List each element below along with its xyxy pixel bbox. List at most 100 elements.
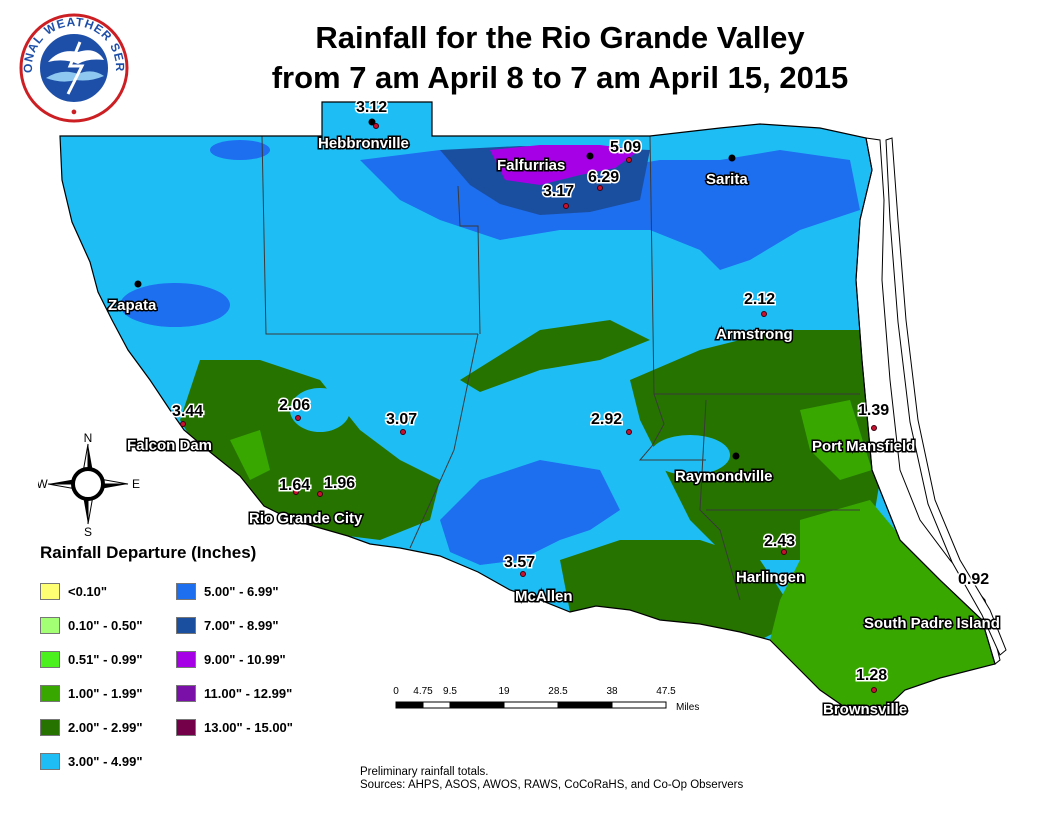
legend-swatch: [40, 752, 60, 770]
gauge-port-mansfield: [871, 425, 877, 431]
place-brownsville: Brownsville: [823, 701, 907, 718]
legend-item: 5.00" - 6.99": [176, 580, 278, 602]
legend-swatch: [40, 616, 60, 634]
value-mcallen: 3.57: [504, 554, 535, 571]
gauge-falcon-dam: [180, 421, 186, 427]
scale-segment: [503, 701, 559, 709]
scale-segment: [395, 701, 424, 709]
legend-label: <0.10": [68, 583, 108, 599]
compass-rose-icon: N S E W: [38, 431, 140, 538]
value-falfurrias-southwest: 3.17: [543, 183, 574, 200]
scale-segment: [422, 701, 451, 709]
legend-swatch: [40, 684, 60, 702]
legend-label: 5.00" - 6.99": [204, 583, 279, 599]
legend-label: 9.00" - 10.99": [204, 651, 286, 667]
gauge-falfurrias-east: [626, 157, 632, 163]
legend-item: 7.00" - 8.99": [176, 614, 278, 636]
legend-label: 0.10" - 0.50": [68, 617, 143, 633]
marker-sarita: [728, 154, 736, 162]
legend-item: 1.00" - 1.99": [40, 682, 142, 704]
legend-item: 3.00" - 4.99": [40, 750, 142, 772]
legend-swatch: [40, 650, 60, 668]
legend-item: <0.10": [40, 580, 107, 602]
source-note: Preliminary rainfall totals. Sources: AH…: [360, 766, 743, 792]
value-port-mansfield: 1.39: [858, 402, 889, 419]
gauge-central-east: [626, 429, 632, 435]
gauge-central-west: [295, 415, 301, 421]
gauge-markers: [180, 123, 877, 693]
title-line-2: from 7 am April 8 to 7 am April 15, 2015: [271, 60, 849, 95]
place-harlingen: Harlingen: [736, 569, 805, 586]
place-hebbronville: Hebbronville: [318, 135, 409, 152]
legend-swatch: [176, 650, 196, 668]
legend-item: 9.00" - 10.99": [176, 648, 286, 670]
scale-tick-label: 4.75: [413, 686, 433, 697]
legend-item: 0.10" - 0.50": [40, 614, 142, 636]
marker-raymondville: [732, 452, 740, 460]
place-raymondville: Raymondville: [675, 468, 773, 485]
legend-label: 0.51" - 0.99": [68, 651, 143, 667]
rainfall-shading: [59, 101, 1007, 713]
city-markers: [134, 118, 740, 460]
place-sarita: Sarita: [706, 171, 748, 188]
value-rio-grande-city-east: 1.96: [324, 475, 355, 492]
gauge-brownsville: [871, 687, 877, 693]
value-central-east: 2.92: [591, 411, 622, 428]
place-zapata: Zapata: [108, 297, 157, 314]
compass-e: E: [132, 477, 140, 491]
value-central: 3.07: [386, 411, 417, 428]
legend-swatch: [40, 718, 60, 736]
legend-swatch: [176, 684, 196, 702]
value-central-west: 2.06: [279, 397, 310, 414]
nws-logo-icon: NATIONAL WEATHER SERVICE ●: [18, 12, 129, 123]
legend-swatch: [176, 582, 196, 600]
scale-unit: Miles: [676, 702, 699, 713]
legend-title: Rainfall Departure (Inches): [40, 543, 257, 562]
scale-tick-label: 0: [393, 686, 399, 697]
compass-w: W: [38, 477, 48, 491]
legend: Rainfall Departure (Inches) <0.10" 0.10" …: [36, 543, 336, 773]
source-line-2: Sources: AHPS, ASOS, AWOS, RAWS, CoCoRaH…: [360, 779, 744, 791]
scale-segment: [449, 701, 505, 709]
county-lines: [261, 135, 860, 601]
gauge-central: [400, 429, 406, 435]
value-falfurrias-east: 5.09: [610, 139, 641, 156]
compass-n: N: [84, 431, 93, 445]
scale-bar: 0 4.75 9.5 19 28.5 38 47.5 Miles: [393, 686, 699, 713]
place-armstrong: Armstrong: [716, 326, 793, 343]
value-armstrong: 2.12: [744, 291, 775, 308]
legend-label: 3.00" - 4.99": [68, 753, 143, 769]
compass-s: S: [84, 525, 92, 538]
place-rio-grande-city: Rio Grande City: [249, 510, 363, 527]
marker-hebbronville: [368, 118, 376, 126]
scale-segment: [611, 701, 667, 709]
gauge-harlingen: [781, 549, 787, 555]
map-title: Rainfall for the Rio Grande Valley from …: [200, 18, 920, 98]
legend-swatch: [40, 582, 60, 600]
legend-item: 11.00" - 12.99": [176, 682, 292, 704]
gauge-armstrong: [761, 311, 767, 317]
legend-item: 0.51" - 0.99": [40, 648, 142, 670]
legend-label: 13.00" - 15.00": [204, 719, 293, 735]
marker-zapata: [134, 280, 142, 288]
value-falcon-dam: 3.44: [172, 403, 203, 420]
legend-label: 2.00" - 2.99": [68, 719, 143, 735]
scale-tick-label: 38: [606, 686, 618, 697]
place-port-mansfield: Port Mansfield: [812, 438, 915, 455]
legend-swatch: [176, 616, 196, 634]
place-falcon-dam: Falcon Dam: [127, 437, 212, 454]
gauge-falfurrias-south: [597, 185, 603, 191]
legend-label: 11.00" - 12.99": [204, 685, 293, 701]
legend-item: 2.00" - 2.99": [40, 716, 142, 738]
scale-tick-label: 47.5: [656, 686, 676, 697]
gauge-falfurrias-southwest: [563, 203, 569, 209]
gauge-rio-grande-city-east: [317, 491, 323, 497]
value-labels: 3.12 5.09 6.29 3.17 2.12 3.44 2.06 3.07 …: [171, 98, 991, 686]
value-hebbronville: 3.12: [356, 99, 387, 116]
scale-tick-label: 28.5: [548, 686, 568, 697]
legend-label: 7.00" - 8.99": [204, 617, 279, 633]
value-rio-grande-city-west: 1.64: [279, 477, 310, 494]
place-mcallen: McAllen: [515, 588, 573, 605]
scale-tick-label: 19: [498, 686, 510, 697]
